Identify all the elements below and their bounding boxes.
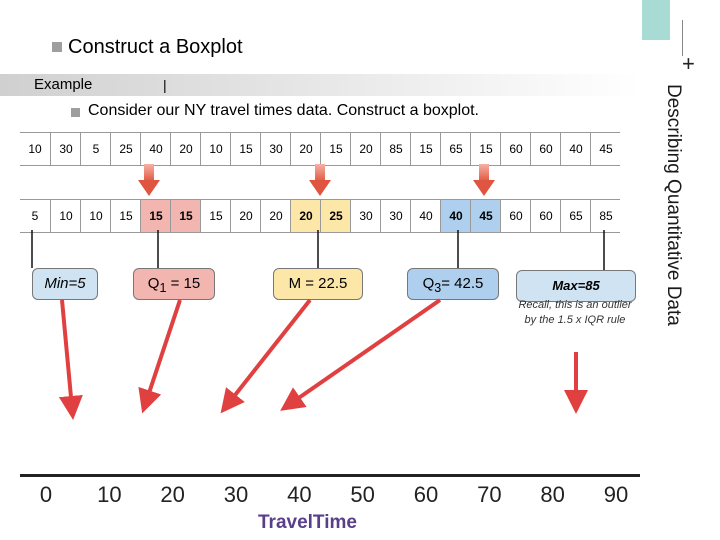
side-accent-strip	[642, 0, 670, 40]
axis-title: TravelTime	[258, 512, 357, 533]
row-raw-cell: 20	[170, 133, 201, 165]
row-raw-cell: 40	[560, 133, 591, 165]
row-sorted-cell: 5	[31, 209, 39, 223]
example-bar	[0, 74, 640, 96]
row-sorted-cell: 60	[500, 200, 531, 232]
q3-letter: Q	[422, 275, 435, 292]
side-title: Describing Quantitative Data	[663, 84, 684, 384]
sorted-data-row: 5 10 10 15 15 15 15 20 20 20 25 30 30 40 40 45 60 60 65 85	[20, 199, 620, 233]
row-raw-cell: 15	[230, 133, 261, 165]
row-raw-cell: 30	[260, 133, 291, 165]
row-raw-cell: 15	[320, 133, 351, 165]
axis-tick-label: 90	[603, 482, 629, 507]
row-sorted-cell: 30	[380, 200, 411, 232]
row-raw-cell: 25	[110, 133, 141, 165]
max-box: Max=85	[516, 270, 636, 302]
raw-data-row: 10 30 5 25 40 20 10 15 30 20 15 20 85 15 65 15 60 60 40 45	[20, 132, 620, 166]
row-raw-cell: 15	[470, 133, 501, 165]
row-raw-cell: 10	[200, 133, 231, 165]
subtitle-bullet-icon	[71, 108, 80, 117]
row-sorted-cell: 15	[110, 200, 141, 232]
subtitle: Consider our NY travel times data. Const…	[88, 102, 479, 119]
q3-value: = 42.5	[441, 275, 484, 292]
row-sorted-cell: 40	[440, 200, 471, 232]
row-sorted-cell: 20	[230, 200, 261, 232]
example-divider: |	[163, 77, 167, 93]
row-raw-cell: 45	[590, 133, 621, 165]
row-sorted-cell: 85	[590, 200, 621, 232]
row-raw-cell: 40	[140, 133, 171, 165]
axis-tick-label: 0	[39, 482, 53, 507]
side-divider	[682, 20, 683, 56]
row-sorted-cell: 20	[260, 200, 291, 232]
axis-tick-label: 50	[350, 482, 375, 507]
min-box: Min=5	[32, 268, 98, 300]
q3-subscript: 3	[434, 281, 442, 295]
outlier-note: Recall, this is an outlier by the 1.5 x …	[518, 299, 632, 326]
row-raw-cell: 20	[350, 133, 381, 165]
example-label: Example	[34, 76, 93, 93]
down-arrow-q3	[473, 164, 495, 196]
q1-letter: Q	[147, 275, 160, 292]
row-raw-cell: 85	[380, 133, 411, 165]
q1-subscript: 1	[159, 281, 167, 295]
row-sorted-cell: 10	[80, 200, 111, 232]
q3-box: Q3= 42.5	[407, 268, 499, 300]
row-sorted-cell: 30	[350, 200, 381, 232]
side-title-text: Describing Quantitative Data	[663, 84, 684, 326]
row-raw-cell: 65	[440, 133, 471, 165]
number-line	[20, 474, 640, 477]
row-raw-cell: 10	[28, 142, 42, 156]
median-box: M = 22.5	[273, 268, 363, 300]
row-sorted-cell: 15	[140, 200, 171, 232]
axis-tick-label: 10	[97, 482, 122, 507]
axis-arrows	[58, 298, 588, 420]
row-sorted-cell: 45	[470, 200, 501, 232]
row-sorted-cell: 15	[170, 200, 201, 232]
row-sorted-cell: 25	[320, 200, 351, 232]
row-raw-cell: 60	[500, 133, 531, 165]
row-raw-cell: 20	[290, 133, 321, 165]
axis-tick-label: 80	[540, 482, 565, 507]
row-raw-cell: 30	[50, 133, 81, 165]
title-bullet-icon	[52, 42, 62, 52]
axis-tick-label: 30	[223, 482, 249, 507]
row-raw-cell: 5	[80, 133, 111, 165]
axis-tick-label: 70	[477, 482, 502, 507]
row-raw-cell: 15	[410, 133, 441, 165]
axis-tick-label: 60	[413, 482, 439, 507]
down-arrow-median	[309, 164, 331, 196]
plus-icon: +	[682, 51, 695, 76]
row-sorted-cell: 65	[560, 200, 591, 232]
connector-lines	[31, 230, 605, 270]
q1-value: = 15	[166, 275, 201, 292]
axis-tick-label: 20	[160, 482, 185, 507]
slide-title: Construct a Boxplot	[68, 36, 243, 58]
q1-box: Q1 = 15	[133, 268, 215, 300]
row-sorted-cell: 60	[530, 200, 561, 232]
row-sorted-cell: 10	[50, 200, 81, 232]
row-raw-cell: 60	[530, 133, 561, 165]
row-sorted-cell: 15	[200, 200, 231, 232]
row-sorted-cell: 40	[410, 200, 441, 232]
axis-tick-label: 40	[287, 482, 312, 507]
down-arrow-q1	[138, 164, 160, 196]
row-sorted-cell: 20	[290, 200, 321, 232]
